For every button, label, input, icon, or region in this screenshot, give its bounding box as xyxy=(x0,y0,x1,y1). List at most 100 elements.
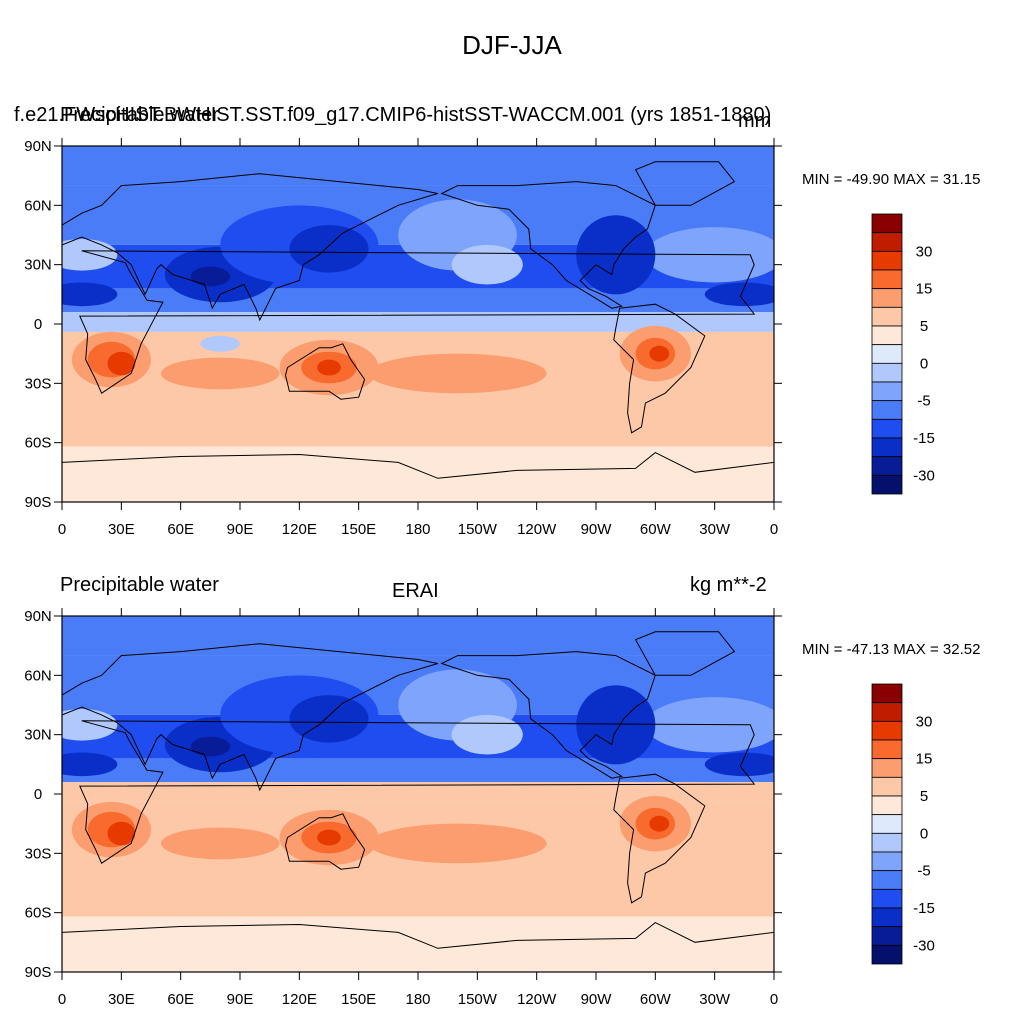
figure-title: DJF-JJA xyxy=(462,30,562,60)
coastline-greenland xyxy=(634,631,736,676)
x-tick-label: 60E xyxy=(167,991,194,1008)
x-tick-label: 30W xyxy=(699,521,731,538)
colorbar-label: -30 xyxy=(913,467,935,484)
x-tick-label: 120W xyxy=(517,521,557,538)
y-tick-label: 60S xyxy=(25,905,52,922)
colorbar-swatch xyxy=(871,795,903,816)
colorbar-swatch xyxy=(871,888,903,909)
coastline-samerica xyxy=(613,303,706,434)
x-tick-label: 180 xyxy=(405,991,430,1008)
difference-field xyxy=(62,146,774,502)
panel1-units-label: mm xyxy=(738,110,772,132)
panel2-units-label: kg m**-2 xyxy=(690,574,767,596)
colorbar-label: -30 xyxy=(913,937,935,954)
colorbar-swatch xyxy=(871,832,903,853)
coastline-namerica xyxy=(440,181,656,309)
y-tick-label: 30S xyxy=(25,845,52,862)
colorbar-swatch xyxy=(871,907,903,928)
x-tick-label: 0 xyxy=(770,991,778,1008)
colorbar-1: 30 15 5 0 -5 -15 -30 xyxy=(871,213,935,495)
x-tick-label: 30W xyxy=(699,991,731,1008)
coastline-australia xyxy=(284,343,366,400)
colorbar-label: 15 xyxy=(916,751,933,768)
colorbar-2: 30 15 5 0 -5 -15 -30 xyxy=(871,683,935,965)
coastline-eurasia xyxy=(62,173,438,322)
x-tick-label: 0 xyxy=(58,991,66,1008)
x-tick-label: 0 xyxy=(58,521,66,538)
colorbar-swatch xyxy=(871,418,903,439)
colorbar-label: 0 xyxy=(920,825,928,842)
colorbar-swatch xyxy=(871,381,903,402)
coastline-greenland xyxy=(634,161,736,206)
colorbar-swatch xyxy=(871,720,903,741)
x-tick-label: 60W xyxy=(640,991,672,1008)
coastline-africa xyxy=(79,250,756,394)
y-tick-label: 30S xyxy=(25,375,52,392)
colorbar-swatch xyxy=(871,362,903,383)
colorbar-label: 30 xyxy=(916,243,933,260)
y-tick-label: 90S xyxy=(25,494,52,511)
colorbar-label: 5 xyxy=(920,788,928,805)
coastlines xyxy=(62,161,774,502)
colorbar-swatch xyxy=(871,456,903,476)
colorbar-swatch xyxy=(871,870,903,890)
x-tick-label: 90E xyxy=(227,521,254,538)
colorbar-label: 5 xyxy=(920,318,928,335)
colorbar-swatch xyxy=(871,400,903,420)
colorbar-label: 0 xyxy=(920,355,928,372)
colorbar-swatch xyxy=(871,437,903,458)
colorbar-swatch xyxy=(871,814,903,834)
x-tick-label: 150W xyxy=(458,991,498,1008)
y-tick-label: 60N xyxy=(24,197,52,214)
colorbar-swatch xyxy=(871,306,903,327)
colorbar-swatch xyxy=(871,288,903,308)
y-tick-label: 30N xyxy=(24,727,52,744)
coastline-eurasia xyxy=(62,643,438,792)
map-panel-1: 0 30E 60E 90E 120E 150E 180 150W 120W 90W 60W 30W 09… xyxy=(24,138,782,538)
panel2-minmax: MIN = -47.13 MAX = 32.52 xyxy=(802,641,981,658)
colorbar-label: -5 xyxy=(917,863,930,880)
coastline-antarctica xyxy=(62,922,774,972)
y-tick-label: 90N xyxy=(24,608,52,625)
y-tick-label: 90N xyxy=(24,138,52,155)
colorbar-swatch xyxy=(871,926,903,946)
colorbar-swatch xyxy=(871,325,903,346)
colorbar-label: -15 xyxy=(913,900,935,917)
x-tick-label: 60W xyxy=(640,521,672,538)
colorbar-swatch xyxy=(871,269,903,290)
map-panel-2: 0 30E 60E 90E 120E 150E 180 150W 120W 90W 60W 30W 09… xyxy=(24,608,782,1008)
difference-field xyxy=(62,616,774,972)
x-tick-label: 0 xyxy=(770,521,778,538)
colorbar-swatch xyxy=(871,250,903,271)
colorbar-swatch xyxy=(871,232,903,252)
colorbar-swatch xyxy=(871,683,903,704)
panel1-left-label: Precipitable water xyxy=(60,104,219,126)
colorbar-swatch xyxy=(871,213,903,234)
colorbar-swatch xyxy=(871,776,903,797)
coastlines xyxy=(62,631,774,972)
x-tick-label: 30E xyxy=(108,521,135,538)
x-tick-label: 90W xyxy=(581,521,613,538)
colorbar-swatch xyxy=(871,851,903,872)
x-tick-label: 90W xyxy=(581,991,613,1008)
x-tick-label: 90E xyxy=(227,991,254,1008)
colorbar-swatch xyxy=(871,474,903,495)
colorbar-swatch xyxy=(871,758,903,778)
x-tick-label: 120E xyxy=(282,991,317,1008)
y-tick-label: 0 xyxy=(34,316,42,333)
coastline-australia xyxy=(284,813,366,870)
panel1-minmax: MIN = -49.90 MAX = 31.15 xyxy=(802,171,981,188)
panel1-center-label: f.e21.FWscHIST.BWHIST.SST.f09_g17.CMIP6-… xyxy=(14,104,772,126)
y-tick-label: 0 xyxy=(34,786,42,803)
coastline-antarctica xyxy=(62,452,774,502)
x-tick-label: 120W xyxy=(517,991,557,1008)
colorbar-label: -5 xyxy=(917,393,930,410)
y-tick-label: 60S xyxy=(25,435,52,452)
colorbar-swatch xyxy=(871,739,903,760)
colorbar-label: -15 xyxy=(913,430,935,447)
x-tick-label: 150W xyxy=(458,521,498,538)
coastline-namerica xyxy=(440,651,656,779)
x-tick-label: 60E xyxy=(167,521,194,538)
x-tick-label: 120E xyxy=(282,521,317,538)
